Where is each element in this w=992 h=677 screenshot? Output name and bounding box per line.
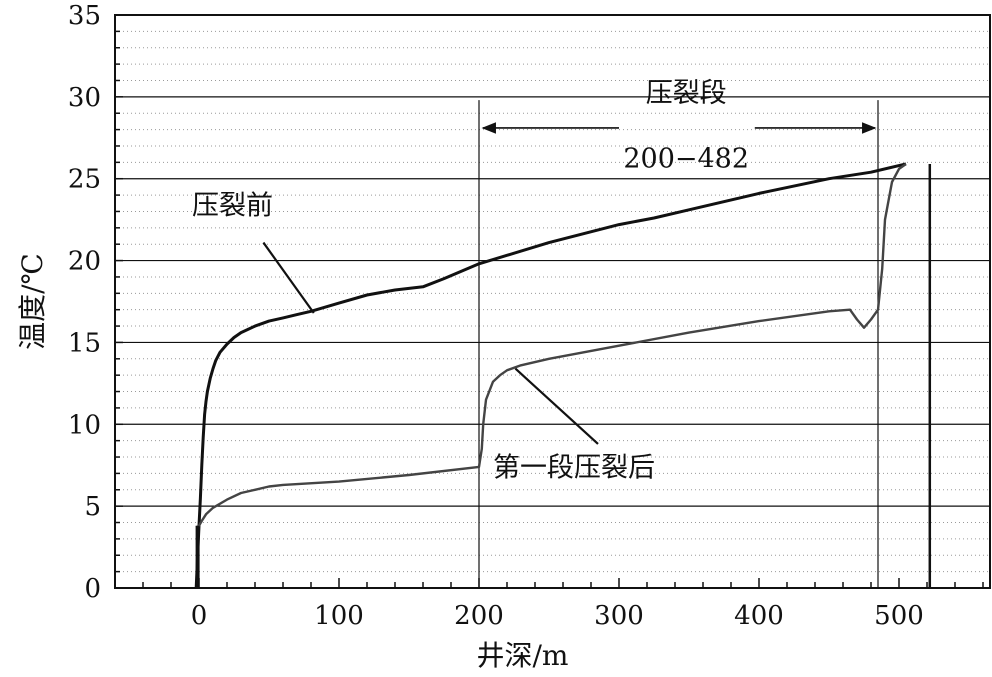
x-tick-label: 0 xyxy=(191,601,208,631)
x-axis-ticks: 0 100 200 300 400 500 xyxy=(142,578,984,631)
y-tick-label: 35 xyxy=(68,1,101,31)
x-tick-label: 200 xyxy=(454,601,504,631)
grid-major xyxy=(115,96,990,507)
label-after-first-stage: 第一段压裂后 xyxy=(493,453,655,484)
series-lines xyxy=(194,162,907,589)
section-vertical-lines xyxy=(478,100,932,588)
x-tick-label: 500 xyxy=(874,601,924,631)
y-tick-label: 0 xyxy=(84,574,101,604)
y-tick-label: 10 xyxy=(68,410,101,440)
label-fracturing-range: 200−482 xyxy=(623,143,749,174)
label-fracturing-zone: 压裂段 xyxy=(646,78,727,109)
leader-after xyxy=(514,367,599,445)
x-tick-label: 400 xyxy=(734,601,784,631)
y-axis-ticks: 0 5 10 15 20 25 30 35 xyxy=(68,1,123,604)
y-axis-title: 温度/℃ xyxy=(16,253,49,350)
y-tick-label: 30 xyxy=(68,83,101,113)
x-tick-label: 100 xyxy=(314,601,364,631)
x-axis-title: 井深/m xyxy=(477,639,569,672)
x-tick-label: 300 xyxy=(594,601,644,631)
series-line-after xyxy=(195,163,907,529)
y-tick-label: 5 xyxy=(84,492,101,522)
leader-before xyxy=(262,241,315,314)
y-tick-label: 25 xyxy=(68,165,101,195)
y-tick-label: 15 xyxy=(68,328,101,358)
y-tick-label: 20 xyxy=(68,247,101,277)
plot-frame xyxy=(114,14,991,589)
series-line-before xyxy=(194,162,907,589)
annotation-leaders xyxy=(262,122,877,445)
label-before-fracturing: 压裂前 xyxy=(192,191,273,222)
